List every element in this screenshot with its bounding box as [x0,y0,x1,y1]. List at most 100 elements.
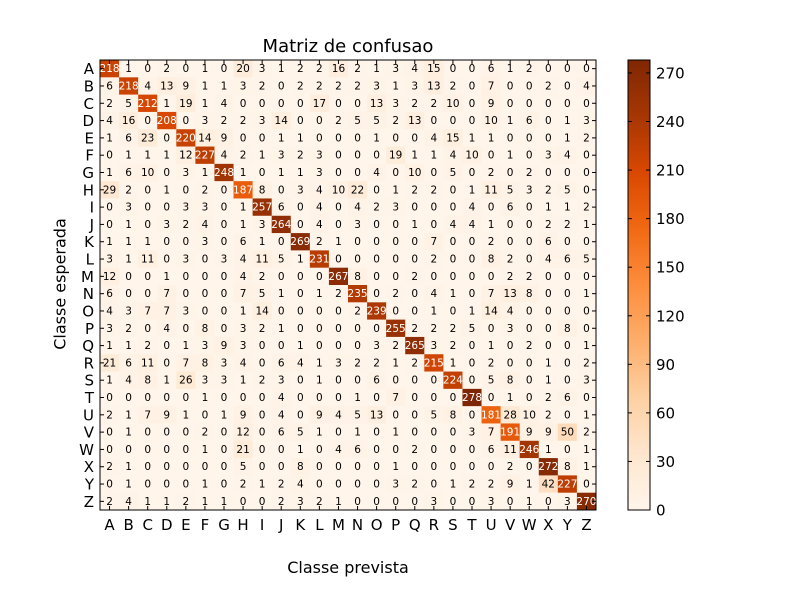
heatmap-cell [100,60,120,78]
cell-value-label: 1 [163,150,170,162]
cell-value-label: 0 [354,98,361,110]
heatmap-cell [271,250,292,268]
heatmap-cell [519,319,540,338]
cell-value-label: 3 [354,219,361,231]
cell-value-label: 4 [469,219,476,231]
heatmap-cell [290,388,311,407]
cell-value-label: 2 [183,496,190,508]
cell-value-label: 1 [106,236,113,248]
cell-value-label: 1 [125,427,132,439]
heatmap-cell [271,267,292,286]
heatmap-cell [290,250,311,268]
heatmap-cell [538,267,559,286]
cell-value-label: 2 [431,98,438,110]
cell-value-label: 0 [335,340,342,352]
cell-value-label: 0 [583,236,590,248]
x-tick-label: V [505,516,516,534]
cell-value-label: 187 [233,184,253,196]
colorbar-tick-label: 120 [656,307,685,325]
heatmap-cell [328,354,349,372]
cell-value-label: 7 [488,427,495,439]
cell-value-label: 2 [316,496,323,508]
heatmap-cell [119,319,139,338]
heatmap-cell [576,302,597,320]
cell-value-label: 4 [202,219,209,231]
heatmap-cell [386,267,406,286]
cell-value-label: 0 [526,323,533,335]
cell-value-label: 0 [564,271,571,283]
y-tick-label: O [82,302,94,320]
cell-value-label: 0 [335,375,342,387]
heatmap-cell [271,111,292,130]
heatmap-cell [214,77,234,95]
cell-value-label: 2 [240,115,247,127]
cell-value-label: 2 [316,63,323,75]
heatmap-cell [481,371,501,390]
heatmap-cell [176,354,196,372]
heatmap-cell [519,250,540,268]
cell-value-label: 0 [488,271,495,283]
cell-value-label: 1 [163,271,170,283]
heatmap-cell [214,163,234,182]
heatmap-cell [271,198,292,217]
cell-value-label: 0 [450,444,457,456]
heatmap-cell [271,319,292,338]
heatmap-cell [138,458,158,476]
cell-value-label: 3 [183,167,190,179]
heatmap-cell [443,354,463,372]
heatmap-cell [519,458,540,476]
cell-value-label: 2 [297,80,304,92]
cell-value-label: 0 [488,150,495,162]
cell-value-label: 0 [450,115,457,127]
x-tick-label: D [161,516,173,534]
heatmap-cell [157,267,177,286]
cell-value-label: 0 [411,305,418,317]
cell-value-label: 0 [373,236,380,248]
cell-value-label: 1 [202,98,209,110]
cell-value-label: 0 [526,98,533,110]
heatmap-cell [176,250,196,268]
heatmap-cell [195,77,215,95]
cell-value-label: 218 [119,80,139,92]
heatmap-cell [328,423,349,442]
x-tick-label: Q [409,516,421,534]
cell-value-label: 2 [545,184,552,196]
cell-value-label: 2 [202,427,209,439]
heatmap-cell [195,163,215,182]
heatmap-cell [557,371,578,390]
heatmap-cell [328,111,349,130]
heatmap-cell [214,60,234,78]
heatmap-cell [233,336,253,355]
cell-value-label: 7 [488,288,495,300]
cell-value-label: 7 [163,288,170,300]
cell-value-label: 4 [144,80,151,92]
cell-value-label: 1 [411,150,418,162]
cell-value-label: 12 [179,150,192,162]
heatmap-cell [367,388,387,407]
cell-value-label: 13 [160,80,173,92]
heatmap-cell [252,440,272,459]
heatmap-cell [500,60,520,78]
heatmap-cell [328,440,349,459]
heatmap-cell [214,475,234,493]
cell-value-label: 2 [526,167,533,179]
heatmap-cell [157,60,177,78]
heatmap-cell [405,458,425,476]
heatmap-cell [576,354,597,372]
cell-value-label: 7 [183,357,190,369]
heatmap-cell [309,354,330,372]
heatmap-cell [367,129,387,147]
heatmap-cell [309,475,330,493]
cell-value-label: 220 [176,132,196,144]
heatmap-cell [214,336,234,355]
cell-value-label: 0 [183,392,190,404]
heatmap-cell [424,440,444,459]
cell-value-label: 0 [583,305,590,317]
cell-value-label: 1 [202,496,209,508]
heatmap-cell [367,406,387,424]
cell-value-label: 3 [202,340,209,352]
heatmap-cell [424,250,444,268]
heatmap-cell [538,77,559,95]
cell-value-label: 29 [103,184,116,196]
heatmap-cell [271,94,292,113]
